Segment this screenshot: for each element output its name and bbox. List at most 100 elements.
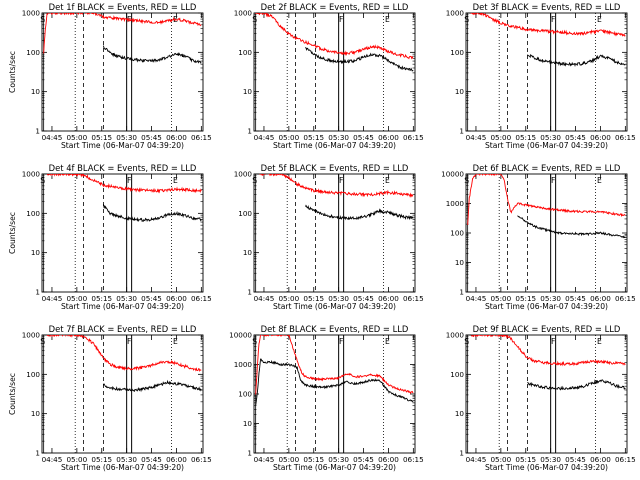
events-series-line — [102, 204, 202, 223]
panel-det-2f: Det 2f BLACK = Events, RED = LLD S F E 1 10 10… — [234, 2, 424, 150]
plot-frame — [253, 334, 416, 454]
lld-series-line — [467, 174, 626, 226]
y-tick-label: 1 — [459, 288, 464, 297]
x-tick-label: 05:45 — [565, 294, 586, 303]
events-series-line — [517, 215, 626, 239]
events-series-line — [102, 379, 202, 393]
y-tick-label: 1 — [247, 288, 252, 297]
y-tick-label: 1000 — [446, 9, 465, 18]
panel-det-3f: Det 3f BLACK = Events, RED = LLD S F E 1 10 10… — [446, 2, 636, 150]
x-axis-label: Start Time (06-Mar-07 04:39:20) — [273, 463, 396, 472]
marker-label-f: F — [339, 15, 343, 24]
marker-label-e: E — [385, 15, 390, 24]
x-tick-label: 06:15 — [191, 294, 212, 303]
x-tick-label: 06:00 — [166, 294, 187, 303]
x-tick-label: 05:45 — [141, 133, 162, 142]
x-tick-label: 06:15 — [403, 455, 424, 464]
x-tick-label: 05:45 — [353, 455, 374, 464]
panel-title: Det 8f BLACK = Events, RED = LLD — [261, 324, 409, 334]
x-tick-label: 05:00 — [490, 133, 511, 142]
x-tick-label: 05:30 — [116, 294, 137, 303]
lld-series-line — [46, 335, 202, 373]
events-series-line — [102, 45, 202, 64]
x-tick-label: 05:15 — [303, 133, 324, 142]
x-tick-label: 05:30 — [540, 455, 561, 464]
y-tick-label: 1000 — [22, 170, 41, 179]
y-tick-label: 10000 — [441, 170, 464, 179]
x-tick-label: 06:15 — [191, 133, 212, 142]
marker-label-f: F — [127, 337, 131, 346]
x-axis-label: Start Time (06-Mar-07 04:39:20) — [61, 302, 184, 311]
x-tick-label: 05:30 — [328, 455, 349, 464]
plot-frame — [253, 173, 416, 293]
y-tick-label: 1000 — [446, 199, 465, 208]
y-tick-label: 1 — [247, 449, 252, 458]
marker-label-s: S — [252, 176, 257, 185]
x-axis-label: Start Time (06-Mar-07 04:39:20) — [485, 302, 608, 311]
y-tick-label: 1 — [459, 127, 464, 136]
x-tick-label: 06:15 — [403, 133, 424, 142]
x-tick-label: 05:15 — [303, 455, 324, 464]
x-tick-label: 05:00 — [490, 455, 511, 464]
marker-label-f: F — [551, 337, 555, 346]
y-tick-label: 100 — [26, 209, 40, 218]
y-tick-label: 1000 — [234, 360, 253, 369]
x-tick-label: 05:45 — [565, 133, 586, 142]
y-axis-label: Counts/sec — [8, 51, 17, 93]
x-tick-label: 05:45 — [353, 133, 374, 142]
y-tick-label: 100 — [450, 229, 464, 238]
panel-det-7f: Det 7f BLACK = Events, RED = LLD S F E 1 10 10… — [8, 324, 212, 472]
x-tick-label: 05:45 — [141, 294, 162, 303]
x-tick-label: 06:00 — [378, 455, 399, 464]
marker-label-f: F — [551, 15, 555, 24]
x-tick-label: 05:45 — [353, 294, 374, 303]
y-tick-label: 10 — [243, 419, 253, 428]
events-series-line — [305, 46, 414, 72]
panel-title: Det 4f BLACK = Events, RED = LLD — [49, 163, 197, 173]
marker-label-f: F — [127, 15, 131, 24]
y-axis-label: Counts/sec — [8, 212, 17, 254]
lld-series-line — [43, 13, 202, 54]
y-tick-label: 1000 — [22, 9, 41, 18]
events-series-line — [255, 358, 414, 406]
x-tick-label: 05:00 — [278, 133, 299, 142]
panel-title: Det 3f BLACK = Events, RED = LLD — [473, 2, 621, 12]
panel-title: Det 6f BLACK = Events, RED = LLD — [473, 163, 621, 173]
x-axis-label: Start Time (06-Mar-07 04:39:20) — [485, 463, 608, 472]
marker-label-s: S — [40, 15, 45, 24]
marker-label-e: E — [173, 337, 178, 346]
marker-label-s: S — [464, 337, 469, 346]
x-tick-label: 05:45 — [565, 455, 586, 464]
x-tick-label: 04:45 — [254, 133, 275, 142]
x-tick-label: 05:45 — [141, 455, 162, 464]
y-tick-label: 1000 — [22, 331, 41, 340]
lld-series-line — [255, 13, 414, 60]
x-axis-label: Start Time (06-Mar-07 04:39:20) — [485, 141, 608, 150]
x-tick-label: 05:30 — [328, 294, 349, 303]
y-tick-label: 10 — [455, 87, 465, 96]
plot-frame — [41, 12, 204, 132]
marker-label-s: S — [40, 337, 45, 346]
plot-frame — [41, 173, 204, 293]
plot-frame — [253, 12, 416, 132]
events-series-line — [527, 53, 626, 68]
x-tick-label: 05:00 — [66, 455, 87, 464]
x-tick-label: 05:30 — [116, 133, 137, 142]
x-axis-label: Start Time (06-Mar-07 04:39:20) — [273, 141, 396, 150]
y-tick-label: 1 — [35, 449, 40, 458]
y-tick-label: 100 — [26, 48, 40, 57]
plot-frame — [465, 12, 628, 132]
x-tick-label: 06:15 — [615, 294, 636, 303]
y-tick-label: 1000 — [234, 9, 253, 18]
panel-title: Det 1f BLACK = Events, RED = LLD — [49, 2, 197, 12]
y-tick-label: 100 — [238, 209, 252, 218]
x-tick-label: 05:15 — [91, 133, 112, 142]
events-series-line — [527, 379, 626, 391]
lld-series-line — [46, 174, 202, 194]
panel-det-4f: Det 4f BLACK = Events, RED = LLD S F E 1 10 10… — [8, 163, 212, 311]
marker-label-e: E — [385, 337, 390, 346]
panel-title: Det 9f BLACK = Events, RED = LLD — [473, 324, 621, 334]
x-tick-label: 05:15 — [303, 294, 324, 303]
